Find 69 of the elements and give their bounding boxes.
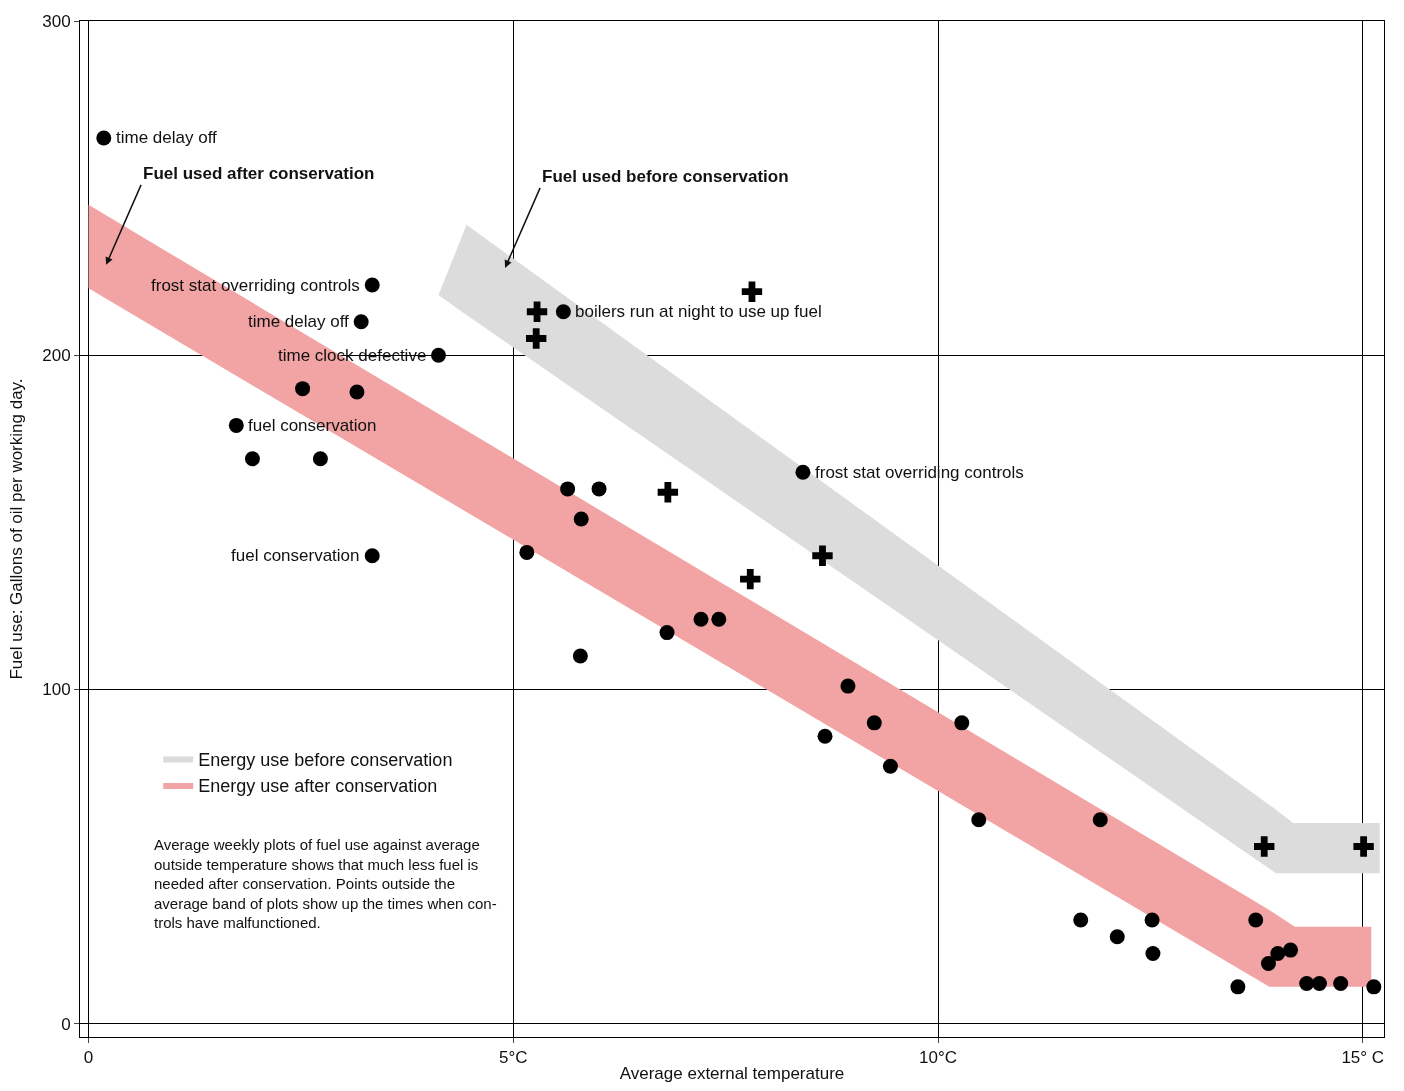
annotation: Fuel used before conservation [542,167,789,186]
point [1333,976,1349,992]
point [591,481,607,497]
y-tick-label: 300 [42,11,71,31]
point [882,758,898,774]
point [657,482,679,503]
point [840,678,856,694]
point [526,301,548,322]
annotation: fuel conservation [231,546,360,565]
point [971,812,987,828]
point [1144,912,1160,928]
point [866,715,882,731]
point [353,314,369,330]
x-tick-label: 10°C [919,1048,957,1068]
annotation: time delay off [116,128,218,147]
point [555,304,571,320]
point [96,130,112,146]
point [244,451,260,467]
y-tick-label: 0 [61,1014,71,1034]
annotation: Fuel used after conservation [143,164,375,183]
point [693,611,709,627]
x-tick-label: 5°C [498,1048,528,1068]
point [1092,812,1108,828]
y-tick-label: 100 [42,680,71,700]
point [1283,942,1299,958]
point [741,281,763,302]
x-tick-label: 0 [83,1048,94,1068]
point [364,548,380,564]
legend-label: Energy use before conservation [198,749,453,770]
point [954,715,970,731]
point [228,417,244,433]
point [1270,945,1286,961]
point [795,464,811,480]
point [1366,979,1382,995]
annotation: frost stat overriding controls [151,276,360,295]
point [1260,955,1276,971]
point [1299,976,1315,992]
point [1248,912,1264,928]
point [312,451,328,467]
point [295,381,311,397]
point [1109,929,1125,945]
point [560,481,576,497]
point [740,568,761,590]
y-tick-label: 200 [42,346,71,366]
point [364,277,380,293]
annotation: boilers run at night to use up fuel [575,302,822,321]
point [1311,976,1327,992]
point [1073,912,1089,928]
point [349,384,365,400]
annotation: time delay off [248,312,350,331]
y-axis-title: Fuel use: Gallons of oil per working day. [6,378,26,680]
annotation: fuel conservation [248,416,377,435]
point [1353,836,1374,857]
point [573,511,589,527]
point [812,545,833,566]
x-axis-title: Average external temperature [619,1063,845,1083]
point [572,648,588,664]
legend-label: Energy use after conservation [198,775,438,796]
x-tick-label: 15° C [1341,1048,1385,1068]
point [1254,836,1275,857]
point [1145,945,1161,961]
point [659,625,675,641]
point [1230,979,1246,995]
point [519,544,535,560]
annotation: Average weekly plots of fuel use against average outside temperature shows that much less fuel is needed after conservation. Points outside the average band of plots show up the times when con- trols have malfunctioned. [154,836,497,931]
point [711,611,727,627]
point [817,728,833,744]
point [525,328,547,349]
point [431,347,446,363]
